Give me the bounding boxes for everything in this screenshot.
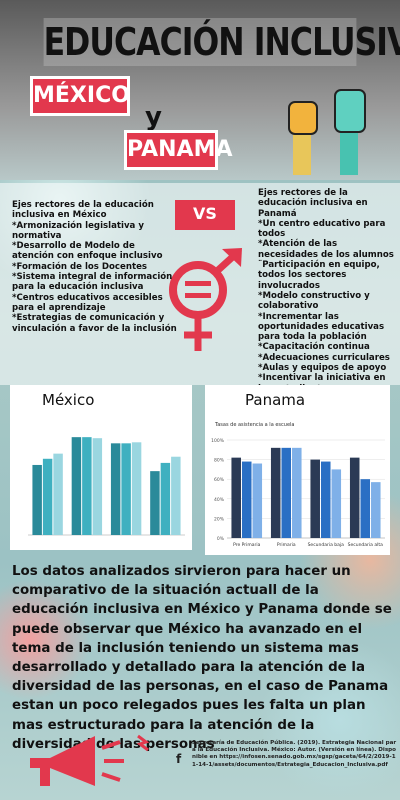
list-item: *Desarrollo de Modelo de atención con en… [12,241,163,262]
y-tick-label: 40% [214,497,225,503]
bar [121,443,131,535]
list-item: *Incrementar las oportunidades educativa… [258,311,385,343]
x-tick-label: Secundaria baja [308,542,345,548]
mexico-chart [28,437,185,536]
list-item: *Atención de las necesidades de los alum… [258,239,394,260]
country-b: PANAMA [124,130,233,170]
bar [270,447,281,538]
fists-icon [288,89,366,175]
bar [281,447,292,538]
bar [71,437,82,535]
bar [252,463,263,538]
list-item: *Modelo constructivo y colaborativo [258,290,370,312]
y-tick-label: 20% [214,516,225,522]
citation: Secretaría de Educación Pública. (2019).… [192,740,397,768]
list-item: *Adecuaciones curriculares [258,352,390,363]
chart-label: México [42,391,95,409]
chart-label: Panama [245,391,306,409]
country-a: MÉXICO [30,76,130,116]
panama-list: Ejes rectores de la educación inclusiva … [258,188,398,425]
bar [160,462,171,535]
list-item: *Formación de los Docentes [12,261,148,272]
y-tick-label: 60% [214,477,225,483]
facebook-icon: f [176,752,182,766]
megaphone-icon [30,734,150,786]
list-item: *Aulas y equipos de apoyo [258,363,387,374]
list-item: *Capacitación continua [258,342,370,353]
x-tick-label: Secundaria alta [348,542,383,548]
chart-subtitle: Tasas de asistencia a la escuela [214,422,294,428]
conclusion: Los datos analizados sirvieron para hace… [12,564,392,752]
list-heading: Ejes rectores de la educación inclusiva … [12,200,154,221]
bar [131,442,142,535]
list-item: *Armonización legislativa y normativa [12,220,144,241]
bar [150,471,160,535]
bar [360,479,371,538]
bar [110,443,121,535]
list-item: *Estrategias de comunicación y vinculaci… [12,313,177,334]
bar [82,437,92,535]
x-tick-label: Primaria [277,542,296,548]
y-tick-label: 80% [214,458,225,464]
bar [171,456,181,535]
list-item: *Un centro educativo para todos [258,218,386,240]
bar [310,459,320,538]
y-tick-label: 100% [211,438,225,444]
bar [42,458,53,535]
x-tick-label: Pre Primaria [233,542,261,548]
bar [32,464,42,535]
mexico-list: Ejes rectores de la educación inclusiva … [12,200,177,334]
list-item: ¨Participación en equipo, todos los sect… [258,260,380,291]
bar [231,457,241,538]
list-item: *Centros educativos accesibles para el a… [12,292,163,313]
gender-equality-icon [169,248,242,351]
panama-chart: Tasas de asistencia a la escuela 0% 20% 40%… [211,422,385,548]
bar [241,461,252,538]
bar [349,457,360,538]
bar [320,461,331,538]
bar [292,447,302,538]
title: EDUCACIÓN INCLUSIVA [43,18,400,66]
y-tick-label: 0% [217,536,225,542]
list-heading: Ejes rectores de la educación inclusiva … [258,188,368,219]
bar [371,482,381,538]
list-item: *Sistema integral de información para la… [12,272,173,293]
bar [331,469,342,538]
bar [53,453,63,535]
bar [92,438,103,535]
versus-badge: VS [175,200,235,230]
connector: y [145,102,162,132]
